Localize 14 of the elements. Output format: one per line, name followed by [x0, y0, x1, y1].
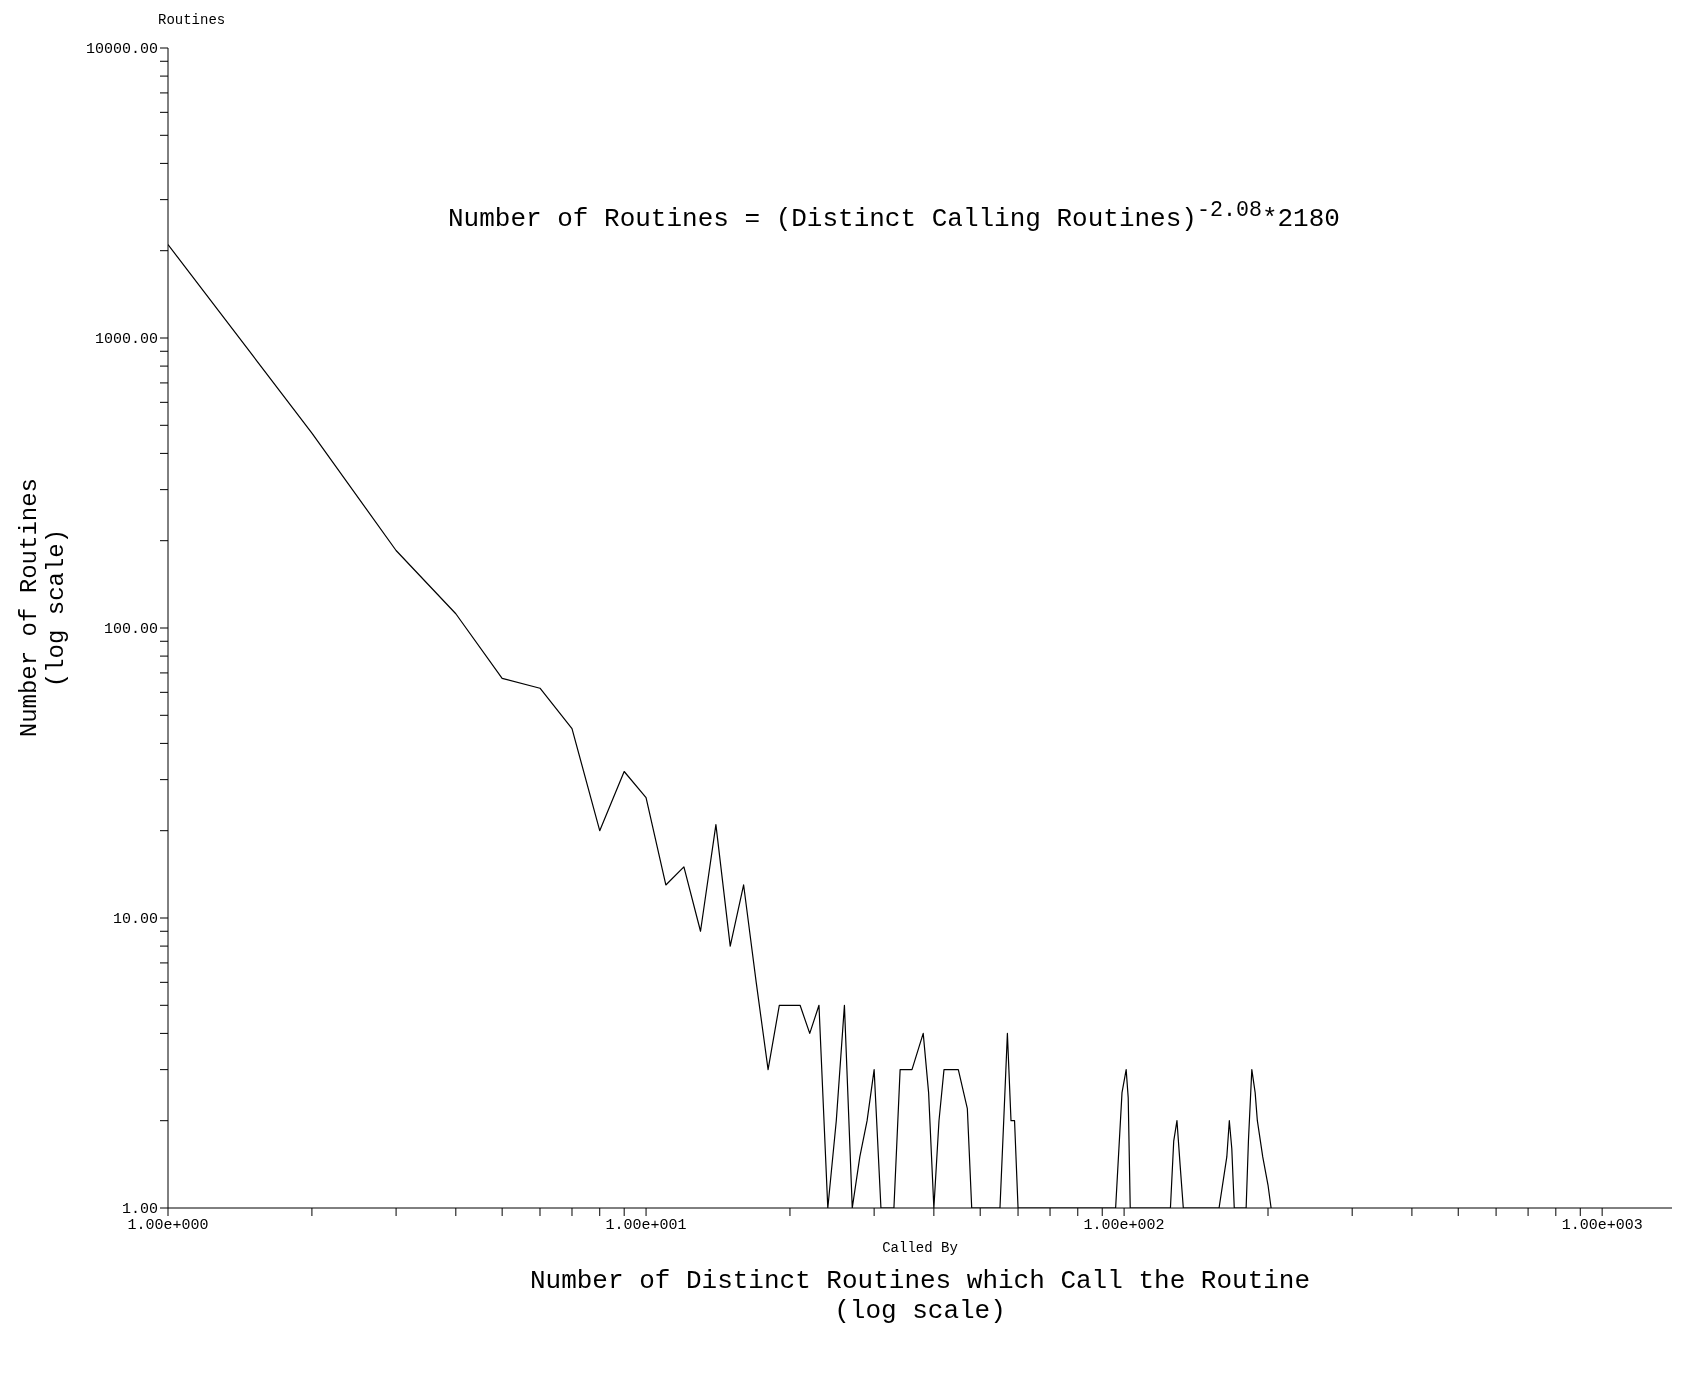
x-tick-label: 1.00e+002: [1083, 1216, 1165, 1234]
x-tick-label: 1.00e+000: [127, 1216, 209, 1234]
y-tick-label: 10.00: [112, 911, 158, 929]
annotation: Number of Routines = (Distinct Calling Routines)$^{-2.08}$*2180: [448, 198, 1340, 234]
y-tick-label: 100.00: [103, 621, 158, 639]
y-axis-title: Number of Routines (log scale): [16, 478, 70, 738]
text: Routines: [158, 12, 226, 28]
x-tick-label: 1.00e+001: [605, 1216, 687, 1234]
y-tick-label: 1000.00: [94, 331, 158, 349]
x-axis-title: Number of Distinct Routines which Call the Routine (log scale): [528, 1266, 1312, 1326]
x-tick-label: 1.00e+003: [1561, 1216, 1643, 1234]
y-tick-label: 1.00: [121, 1201, 158, 1219]
text: Called By: [881, 1240, 959, 1256]
y-tick-label: 10000.00: [85, 41, 158, 59]
